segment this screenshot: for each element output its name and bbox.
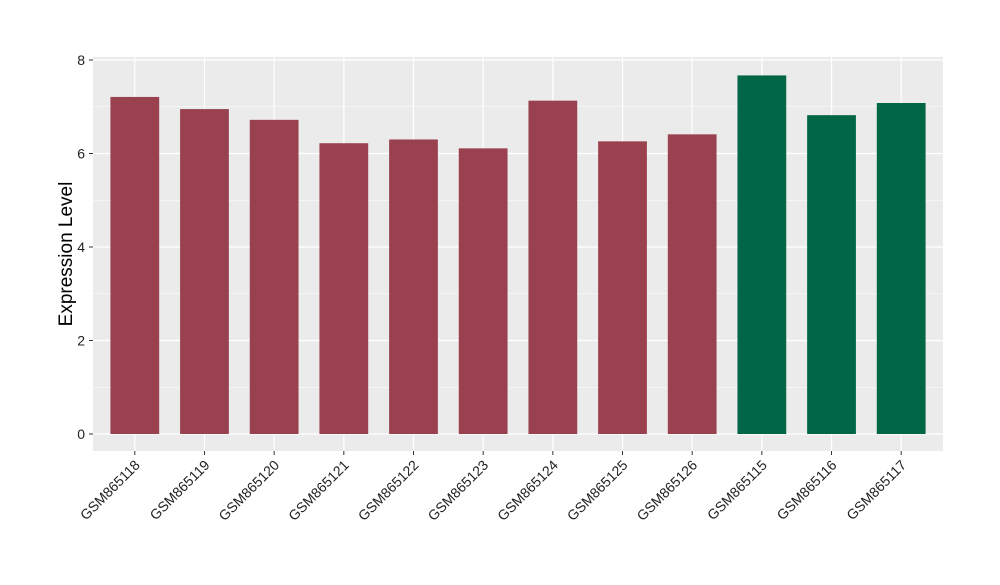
y-tick-label: 4 — [77, 239, 85, 255]
x-tick-label: GSM865116 — [773, 457, 839, 523]
y-tick-label: 2 — [77, 333, 85, 349]
x-tick-label: GSM865121 — [285, 457, 352, 524]
x-tick-label: GSM865118 — [77, 457, 143, 523]
bar-GSM865120 — [249, 119, 299, 434]
bar-GSM865119 — [180, 109, 229, 435]
x-tick-label: GSM865119 — [146, 457, 212, 523]
plot-panel — [93, 57, 943, 451]
x-tick-label: GSM865126 — [633, 457, 700, 524]
x-tick-label: GSM865124 — [494, 457, 561, 524]
x-tick-label: GSM865120 — [215, 457, 282, 524]
x-tick-label: GSM865117 — [843, 457, 909, 523]
bar-GSM865118 — [110, 96, 160, 435]
bar-GSM865121 — [319, 143, 369, 434]
y-tick-label: 8 — [77, 52, 85, 68]
bar-GSM865115 — [737, 75, 787, 435]
bar-GSM865116 — [807, 115, 856, 434]
bar-GSM865124 — [528, 100, 578, 435]
y-tick-label: 0 — [77, 426, 85, 442]
bar-GSM865117 — [876, 103, 926, 434]
x-tick-label: GSM865115 — [704, 457, 770, 523]
bar-GSM865126 — [667, 134, 717, 434]
bar-GSM865123 — [458, 148, 508, 435]
y-axis-label: Expression Level — [56, 182, 77, 327]
x-tick-label: GSM865122 — [355, 457, 422, 524]
bar-GSM865122 — [389, 139, 438, 434]
y-tick-label: 6 — [77, 146, 85, 162]
x-tick-label: GSM865123 — [424, 457, 491, 524]
bar-GSM865125 — [598, 141, 647, 434]
x-tick-label: GSM865125 — [564, 457, 631, 524]
